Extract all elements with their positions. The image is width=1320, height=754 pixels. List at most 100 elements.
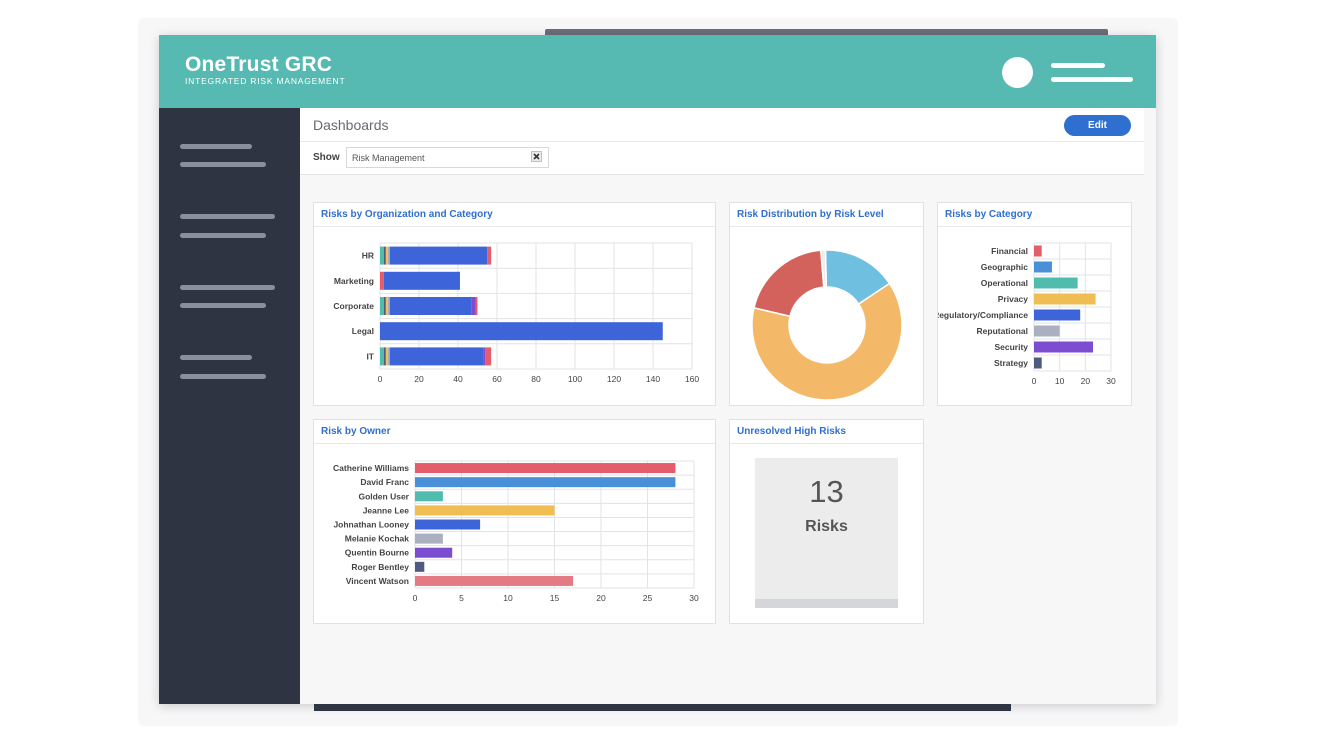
widget-unresolved-high-risks: Unresolved High Risks 13 Risks [729, 419, 924, 624]
category-label: Vincent Watson [346, 576, 409, 586]
bar [415, 477, 676, 488]
edit-button[interactable]: Edit [1064, 115, 1131, 136]
category-label: Melanie Kochak [345, 534, 410, 544]
bar [1034, 262, 1052, 273]
app-header: OneTrust GRC INTEGRATED RISK MANAGEMENT [159, 35, 1156, 108]
bar-segment [387, 347, 390, 366]
bar-segment [471, 297, 476, 315]
category-label: Quentin Bourne [345, 548, 409, 558]
category-label: Geographic [981, 262, 1029, 272]
widget-title: Risk by Owner [321, 426, 391, 437]
dashboard-filter-input[interactable] [352, 151, 522, 165]
category-label: IT [366, 351, 374, 361]
bar-segment [483, 347, 486, 366]
bar-segment [485, 347, 492, 366]
category-label: Marketing [334, 276, 374, 286]
widget-title: Risks by Organization and Category [321, 209, 493, 220]
bar [1034, 278, 1078, 289]
clear-filter-icon[interactable] [531, 151, 542, 162]
category-label: Legal [352, 326, 374, 336]
bar-segment [380, 347, 384, 366]
category-label: HR [362, 251, 374, 261]
bar [1034, 358, 1042, 369]
category-label: Roger Bentley [351, 562, 409, 572]
widget-divider [730, 226, 923, 227]
bar [415, 463, 676, 474]
bar [415, 547, 453, 558]
category-label: Operational [981, 278, 1028, 288]
bar-segment [380, 322, 663, 341]
category-label: Johnathan Looney [333, 520, 409, 530]
bar [415, 519, 481, 530]
sidebar-item-2[interactable] [180, 212, 280, 242]
widget-divider [314, 226, 715, 227]
widget-risk-by-owner: Risk by Owner 0 5 10 15 20 25 30 Catherine Will… [313, 419, 716, 624]
donut-slice [753, 249, 825, 318]
widget-risks-by-category: Risks by Category 0 10 20 30 Financial Geogra… [937, 202, 1132, 406]
x-tick-label: 60 [492, 374, 502, 384]
bar [1034, 342, 1093, 353]
bar-segment [383, 347, 386, 366]
bar-segment [385, 297, 388, 315]
category-label: Strategy [994, 358, 1028, 368]
widget-risk-distribution: Risk Distribution by Risk Level [729, 202, 924, 406]
x-tick-label: 20 [414, 374, 424, 384]
category-chart: 0 10 20 30 Financial Geographic Operational Pri… [938, 203, 1133, 407]
user-avatar[interactable] [1002, 57, 1033, 88]
unresolved-risks-count: 13 [809, 474, 844, 509]
owner-chart: 0 5 10 15 20 25 30 Catherine Williams David Fran… [333, 460, 699, 603]
device-top-strip [545, 29, 1108, 35]
bar-segment [389, 297, 472, 315]
x-tick-label: 20 [1081, 376, 1091, 386]
bar-segment [387, 246, 390, 265]
app-title: OneTrust GRC [185, 53, 333, 76]
org-category-chart: 0 20 40 60 80 100 120 140 160 HR Marketing Corporat… [333, 242, 699, 384]
x-tick-label: 80 [531, 374, 541, 384]
category-label: David Franc [360, 477, 409, 487]
bar [1034, 294, 1096, 305]
device-bottom-strip [314, 704, 1011, 711]
bar [415, 505, 555, 516]
bar [415, 575, 574, 586]
toolbar-divider [300, 141, 1144, 142]
bar-segment [380, 246, 384, 265]
bar-segment [387, 297, 390, 315]
bar [415, 491, 443, 502]
category-label: Regulatory/Compliance [933, 310, 1028, 320]
category-label: Reputational [977, 326, 1028, 336]
x-tick-label: 20 [596, 593, 606, 603]
widget-risks-by-org-category: Risks by Organization and Category 0 20 40… [313, 202, 716, 406]
x-tick-label: 100 [568, 374, 582, 384]
category-label: Jeanne Lee [363, 505, 410, 515]
bar-segment [385, 347, 388, 366]
x-tick-label: 40 [453, 374, 463, 384]
sidebar-item-4[interactable] [180, 353, 280, 383]
widget-divider [730, 443, 923, 444]
widget-divider [938, 226, 1131, 227]
bar-segment [389, 347, 484, 366]
show-label: Show [313, 152, 340, 163]
x-tick-label: 10 [1055, 376, 1065, 386]
app-window: OneTrust GRC INTEGRATED RISK MANAGEMENT … [159, 35, 1156, 704]
sidebar-item-1[interactable] [180, 142, 280, 172]
sidebar [159, 108, 300, 704]
bar [415, 533, 443, 544]
bar-segment [389, 246, 488, 265]
sidebar-item-3[interactable] [180, 283, 280, 313]
x-tick-label: 0 [1032, 376, 1037, 386]
unresolved-risks-card[interactable]: 13 Risks [755, 458, 898, 608]
x-tick-label: 160 [685, 374, 699, 384]
hamburger-menu-icon[interactable] [1051, 61, 1133, 83]
bar [415, 561, 425, 572]
widget-divider [314, 443, 715, 444]
x-tick-label: 5 [459, 593, 464, 603]
dashboard-filter[interactable] [346, 147, 549, 168]
x-tick-label: 120 [607, 374, 621, 384]
bar-segment [380, 297, 384, 315]
x-tick-label: 30 [689, 593, 699, 603]
category-label: Privacy [998, 294, 1029, 304]
unresolved-risks-label: Risks [805, 518, 848, 535]
bar-segment [487, 246, 492, 265]
widget-title: Risk Distribution by Risk Level [737, 209, 884, 220]
donut-slice [751, 282, 903, 401]
